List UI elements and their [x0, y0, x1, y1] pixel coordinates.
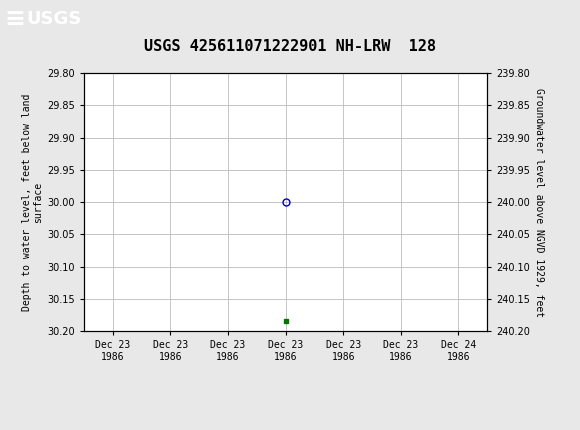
Text: ≡: ≡	[5, 7, 26, 31]
Y-axis label: Depth to water level, feet below land
surface: Depth to water level, feet below land su…	[21, 93, 43, 311]
Y-axis label: Groundwater level above NGVD 1929, feet: Groundwater level above NGVD 1929, feet	[534, 88, 544, 316]
Text: USGS: USGS	[26, 10, 81, 28]
Text: USGS 425611071222901 NH-LRW  128: USGS 425611071222901 NH-LRW 128	[144, 39, 436, 54]
